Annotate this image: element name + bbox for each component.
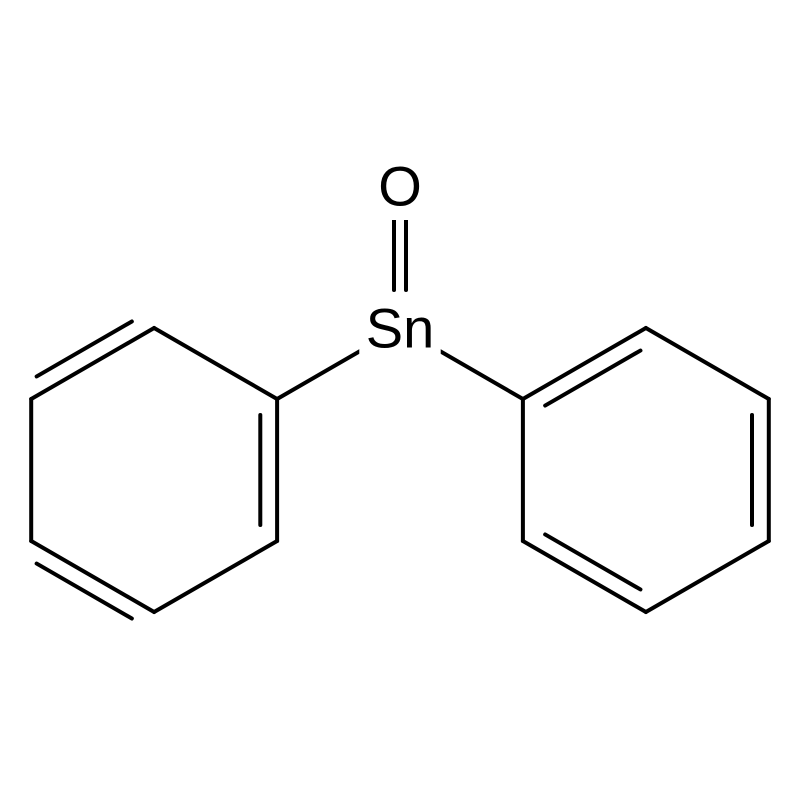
atom-label-sn: Sn (366, 297, 435, 360)
atom-label-o: O (378, 155, 422, 218)
molecule-canvas: Sn O (0, 0, 800, 800)
